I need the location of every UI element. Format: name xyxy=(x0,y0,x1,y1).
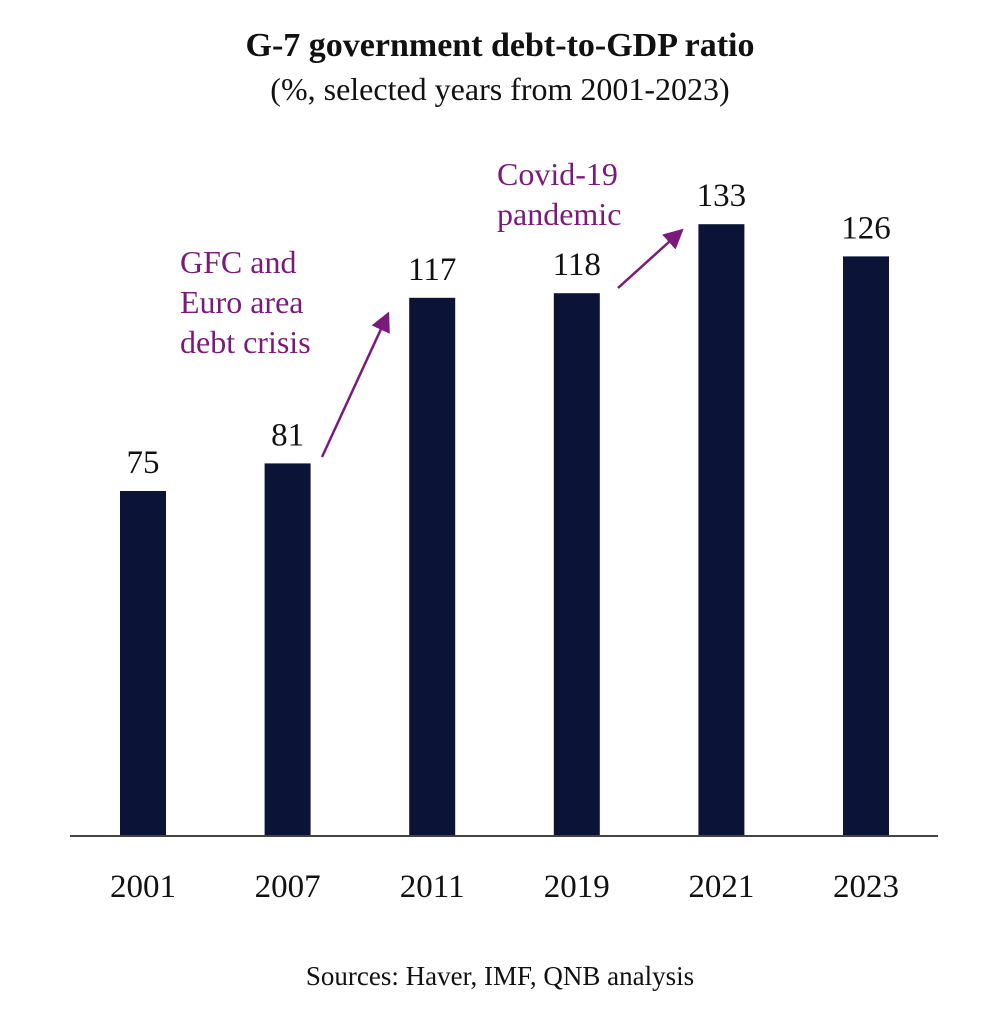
x-tick-label-2011: 2011 xyxy=(400,869,465,905)
bar-2023 xyxy=(843,256,889,836)
x-tick-label-2023: 2023 xyxy=(833,869,899,905)
annotation-1-arrow xyxy=(320,311,390,458)
labels-layer: 75 2001 81 2007 117 2011 118 2019 133 2021 126 2023 xyxy=(110,178,899,905)
annotation-1-line-2: Euro area xyxy=(180,284,303,320)
bar-2021 xyxy=(698,224,745,836)
x-tick-label-2019: 2019 xyxy=(544,869,610,905)
x-tick-label-2007: 2007 xyxy=(255,869,321,905)
data-label-2019: 118 xyxy=(553,247,601,283)
annotation-2-line-2: pandemic xyxy=(497,196,621,232)
data-label-2007: 81 xyxy=(271,417,304,453)
source-note: Sources: Haver, IMF, QNB analysis xyxy=(306,961,694,991)
annotation-2-arrow xyxy=(617,228,684,289)
data-label-2021: 133 xyxy=(697,178,747,214)
bar-2007 xyxy=(264,463,311,836)
bars-layer xyxy=(120,224,889,836)
annotations-layer: GFC and Euro area debt crisis Covid-19 pande… xyxy=(180,156,684,458)
annotation-1-line-3: debt crisis xyxy=(180,324,311,360)
x-tick-label-2021: 2021 xyxy=(688,869,754,905)
annotation-1: GFC and Euro area debt crisis xyxy=(180,244,390,458)
x-tick-label-2001: 2001 xyxy=(110,869,176,905)
bar-2019 xyxy=(553,293,600,836)
data-label-2023: 126 xyxy=(841,210,891,246)
data-label-2011: 117 xyxy=(408,252,456,288)
chart-title: G-7 government debt-to-GDP ratio xyxy=(246,27,755,64)
annotation-2: Covid-19 pandemic xyxy=(497,156,684,289)
bar-2011 xyxy=(409,297,456,836)
annotation-1-line-1: GFC and xyxy=(180,244,296,280)
annotation-2-line-1: Covid-19 xyxy=(497,156,618,192)
bar-2001 xyxy=(120,491,166,836)
data-label-2001: 75 xyxy=(127,445,160,481)
chart-subtitle: (%, selected years from 2001-2023) xyxy=(270,71,729,107)
